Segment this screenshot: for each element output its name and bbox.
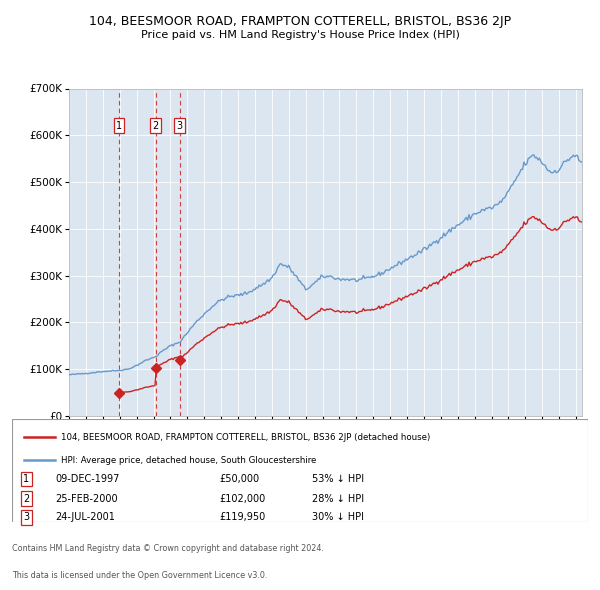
Text: 30% ↓ HPI: 30% ↓ HPI: [311, 512, 364, 522]
Text: 3: 3: [23, 512, 29, 522]
Text: 09-DEC-1997: 09-DEC-1997: [55, 474, 119, 484]
Text: £50,000: £50,000: [220, 474, 259, 484]
Text: 104, BEESMOOR ROAD, FRAMPTON COTTERELL, BRISTOL, BS36 2JP: 104, BEESMOOR ROAD, FRAMPTON COTTERELL, …: [89, 15, 511, 28]
FancyBboxPatch shape: [12, 419, 588, 522]
Text: 2: 2: [23, 494, 29, 504]
Text: Contains HM Land Registry data © Crown copyright and database right 2024.: Contains HM Land Registry data © Crown c…: [12, 544, 324, 553]
Text: 2: 2: [152, 121, 159, 131]
Text: 28% ↓ HPI: 28% ↓ HPI: [311, 494, 364, 504]
Text: HPI: Average price, detached house, South Gloucestershire: HPI: Average price, detached house, Sout…: [61, 455, 316, 465]
Text: This data is licensed under the Open Government Licence v3.0.: This data is licensed under the Open Gov…: [12, 571, 268, 580]
Text: 25-FEB-2000: 25-FEB-2000: [55, 494, 118, 504]
Text: £119,950: £119,950: [220, 512, 266, 522]
Text: £102,000: £102,000: [220, 494, 266, 504]
Text: 3: 3: [177, 121, 183, 131]
Text: 1: 1: [23, 474, 29, 484]
Text: 104, BEESMOOR ROAD, FRAMPTON COTTERELL, BRISTOL, BS36 2JP (detached house): 104, BEESMOOR ROAD, FRAMPTON COTTERELL, …: [61, 433, 430, 442]
Text: 24-JUL-2001: 24-JUL-2001: [55, 512, 115, 522]
Text: 1: 1: [116, 121, 122, 131]
Text: 53% ↓ HPI: 53% ↓ HPI: [311, 474, 364, 484]
Text: Price paid vs. HM Land Registry's House Price Index (HPI): Price paid vs. HM Land Registry's House …: [140, 30, 460, 40]
